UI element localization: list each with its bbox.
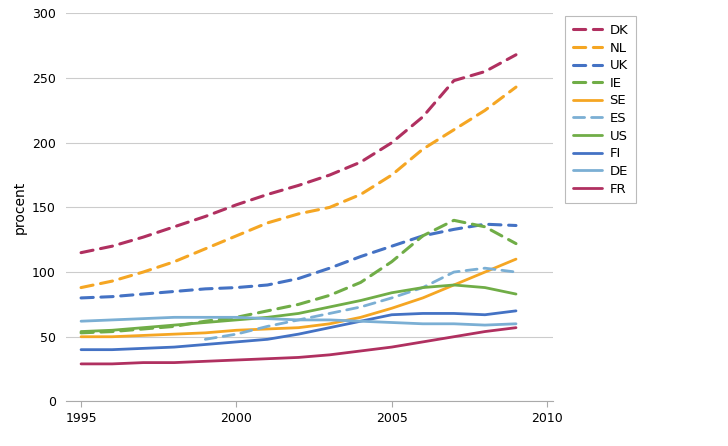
Legend: DK, NL, UK, IE, SE, ES, US, FI, DE, FR: DK, NL, UK, IE, SE, ES, US, FI, DE, FR (565, 16, 636, 203)
Y-axis label: procent: procent (12, 181, 26, 234)
